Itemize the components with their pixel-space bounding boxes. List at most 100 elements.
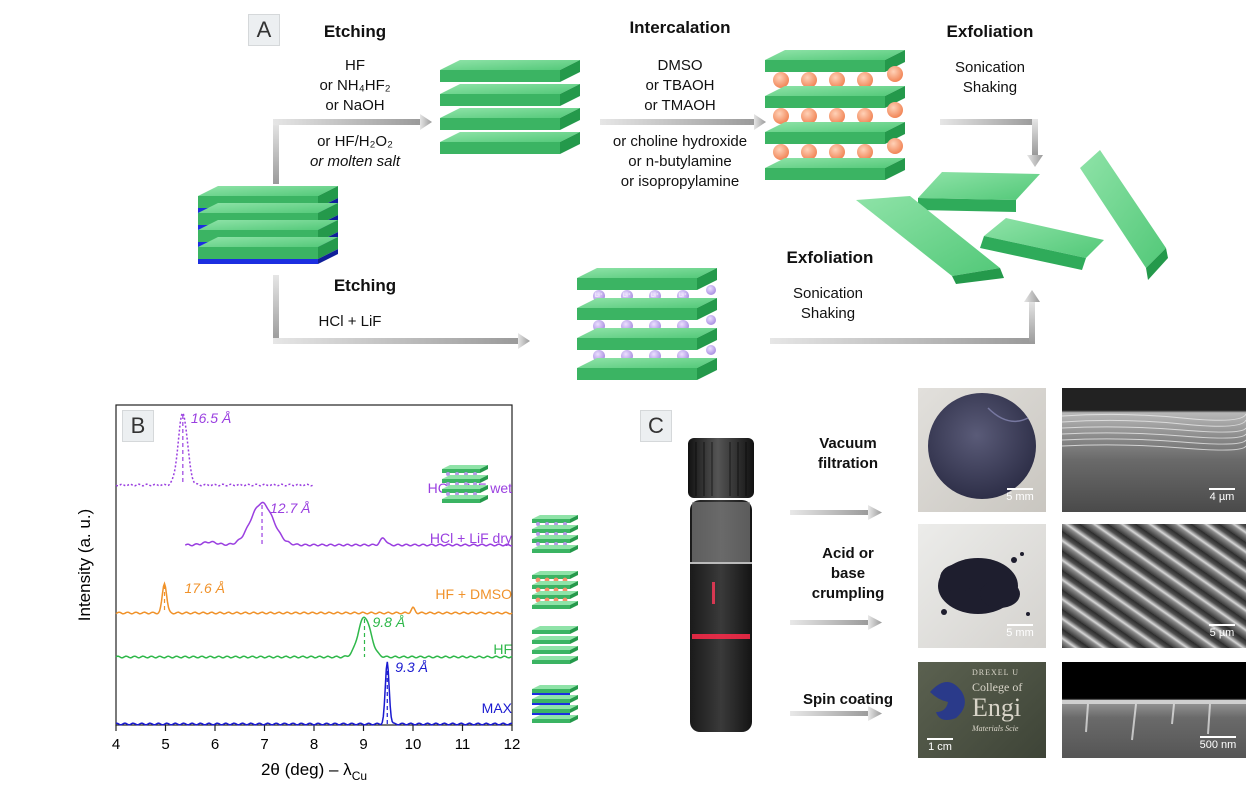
x-tick-label: 4 [112, 736, 120, 753]
scale-bar: 5 µm [1202, 624, 1242, 639]
series-label: HF [493, 641, 512, 657]
crumpled-sheet-sem: 5 µm [1062, 524, 1246, 648]
intercalant: or TMAOH [644, 97, 716, 114]
intercalation-agents: DMSO or TBAOH or TMAOH or choline hydrox… [590, 56, 770, 192]
li-intercalated-stack [577, 268, 717, 380]
etching-condition: or molten salt [309, 153, 401, 170]
intercalant: or isopropylamine [620, 173, 740, 190]
crumpling-label: Acid or base crumpling [788, 544, 908, 604]
series-stack-icon [532, 571, 578, 609]
crumpled-powder-photo: 5 mm [918, 524, 1046, 648]
mxene-multilayer-stack [440, 60, 580, 154]
li-ion-label: Li⁺ [623, 293, 631, 299]
etching-condition: or NaOH [325, 97, 385, 114]
intercalant: or choline hydroxide [612, 133, 748, 150]
x-axis: 4 5 6 7 8 9 10 11 12 [112, 725, 521, 753]
process-arrows [790, 505, 882, 721]
xrd-trace [115, 581, 513, 615]
process-label-line: base [830, 565, 866, 582]
etching-condition: or NH₄HF₂ [319, 77, 391, 94]
x-tick-label: 7 [260, 736, 268, 753]
process-label-line: Spin coating [803, 691, 893, 708]
d-spacing-label: 17.6 Å [185, 580, 225, 596]
x-tick-label: 11 [455, 736, 471, 753]
panel-label-a: A [248, 14, 280, 46]
xrd-trace [115, 616, 513, 659]
x-tick-label: 12 [504, 736, 521, 753]
spin-coated-film-photo: DREXEL U College of Engi Materials Scie … [918, 662, 1046, 758]
vacuum-filtration-label: Vacuum filtration [788, 434, 908, 474]
series-label: HCl + LiF dry [430, 530, 512, 546]
series-stack-icon [442, 465, 488, 503]
intercalant: or TBAOH [645, 77, 715, 94]
series-stack-icon [532, 685, 578, 723]
scale-bar: 500 nm [1192, 736, 1244, 751]
series-label: MAX [482, 700, 513, 716]
exfoliation-top-methods: Sonication Shaking [940, 58, 1040, 98]
arrow-etching-top [273, 114, 432, 184]
arrow-exfoliation-bottom [770, 290, 1040, 344]
etching-bottom-conditions: HCl + LiF [300, 312, 400, 332]
max-phase-stack [198, 186, 338, 264]
li-ion-label: Li⁺ [651, 293, 659, 299]
exfoliation-bottom-title: Exfoliation [786, 248, 874, 267]
process-label-line: filtration [818, 455, 878, 472]
series-stack-icon [532, 515, 578, 553]
intercalation-title: Intercalation [629, 18, 731, 37]
exfoliation-method: Sonication [954, 59, 1026, 76]
exfoliation-method: Shaking [800, 305, 856, 322]
synthesis-scheme [198, 50, 1168, 380]
process-label-line: Vacuum [819, 435, 877, 452]
film-cross-section-sem: 4 µm [1061, 388, 1247, 512]
intercalant: DMSO [657, 57, 703, 74]
x-tick-label: 8 [310, 736, 318, 753]
exfoliation-top-title: Exfoliation [946, 22, 1034, 41]
exfoliated-flakes [856, 150, 1168, 284]
series-label: HF + DMSO [435, 586, 512, 602]
x-tick-label: 10 [405, 736, 422, 753]
d-spacing-label: 9.3 Å [395, 659, 428, 675]
x-axis-label: 2θ (deg) – λCu [261, 760, 367, 783]
d-spacing-label: 9.8 Å [372, 614, 405, 630]
scale-bar: 1 cm [920, 738, 960, 753]
scale-bar: 5 mm [1000, 488, 1040, 503]
film-background-text: DREXEL U College of Engi Materials Scie [972, 668, 1023, 733]
y-axis-label: Intensity (a. u.) [75, 509, 94, 621]
li-ion-label: Li⁺ [595, 293, 603, 299]
li-ion-labels: Li⁺ Li⁺ Li⁺ Li⁺ [577, 268, 737, 378]
x-tick-label: 5 [161, 736, 169, 753]
intercalated-stack [765, 50, 905, 180]
etching-condition: HCl + LiF [318, 313, 382, 330]
x-tick-label: 6 [211, 736, 219, 753]
plot-frame [115, 404, 513, 726]
li-ion-label: Li⁺ [679, 293, 687, 299]
exfoliation-method: Shaking [962, 79, 1018, 96]
panel-label-c: C [640, 410, 672, 442]
intercalant: or n-butylamine [628, 153, 732, 170]
etching-condition: HF [345, 57, 365, 74]
xrd-trace [116, 661, 513, 726]
series-stack-icon [532, 626, 578, 664]
etching-bottom-title: Etching [333, 276, 397, 295]
scale-bar: 4 µm [1202, 488, 1242, 503]
panel-label-b: B [122, 410, 154, 442]
stack-icons [442, 465, 578, 723]
etching-condition: or HF/H₂O₂ [317, 133, 393, 150]
process-label-line: Acid or [822, 545, 874, 562]
xrd-trace [115, 412, 315, 487]
x-axis-label-subscript: Cu [352, 769, 367, 783]
d-spacing-label: 16.5 Å [191, 410, 231, 426]
arrow-etching-bottom [273, 275, 530, 349]
d-spacing-label: 12.7 Å [270, 500, 310, 516]
mxene-dispersion-vial [688, 438, 754, 732]
arrow-exfoliation-top [940, 119, 1043, 167]
x-axis-label-main: 2θ (deg) – λ [261, 760, 352, 779]
xrd-trace [184, 501, 513, 547]
scale-bar: 5 mm [1000, 624, 1040, 639]
process-label-line: crumpling [811, 585, 885, 602]
exfoliation-method: Sonication [792, 285, 864, 302]
arrow-intercalation [600, 114, 766, 130]
etching-top-conditions: HF or NH₄HF₂ or NaOH or HF/H₂O₂ or molte… [270, 56, 440, 172]
